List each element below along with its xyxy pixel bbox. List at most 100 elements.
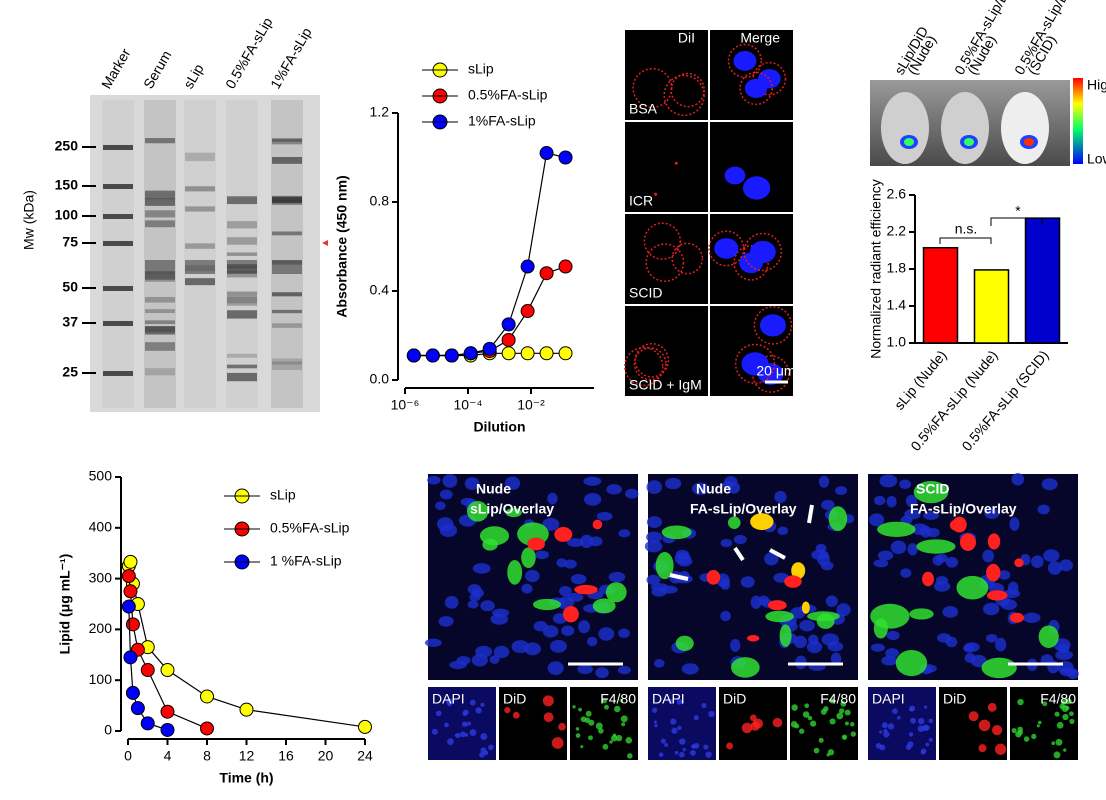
channel-dot [909,705,916,712]
channel-dot [1064,705,1070,711]
nucleus [742,176,771,200]
nucleus [596,511,613,521]
channel-dot [585,710,592,717]
channel-label: DAPI [652,691,685,707]
channel-dot [910,717,916,724]
liposome [746,634,760,642]
nucleus [799,619,815,632]
nucleus [595,667,609,679]
gel-band [185,152,215,162]
data-point [425,348,440,363]
channel-dot [908,732,914,737]
data-point [200,689,214,704]
macrophage [828,506,848,532]
channel-dot [435,710,442,717]
nucleus [561,625,575,637]
nucleus [870,643,885,652]
nucleus [821,499,835,511]
mw-label: 250 [55,138,79,154]
y-tick-label: 0.0 [370,371,390,387]
arrows [669,504,814,581]
nucleus [818,475,830,488]
bracket [990,217,1043,226]
nucleus [724,166,746,185]
channel-dot [838,708,845,714]
channel-dot [615,734,623,742]
nucleus [606,484,622,495]
channel-dot [469,699,476,706]
channel-dot [701,702,707,709]
confocal-row-label: SCID [629,285,662,301]
nucleus [1031,555,1044,568]
cell-speck [654,192,658,196]
legend-label: 0.5%FA-sLip [468,87,548,103]
liposome [527,537,545,551]
gel-lane [226,100,258,408]
nucleus [435,501,446,510]
nucleus [886,630,900,641]
nucleus [733,534,747,545]
legend-label: 1 %FA-sLip [270,553,342,569]
data-point [482,341,497,356]
gel-band [145,198,175,206]
gel-band [272,140,302,145]
nucleus [759,314,786,337]
cell-membrane [634,342,670,378]
cell-membrane [739,71,773,106]
channel-dot [475,707,482,714]
gel-band [272,157,302,164]
nucleus [489,655,500,664]
nucleus [733,51,757,71]
nucleus [830,652,842,666]
data-point [444,348,459,363]
channel-label: F4/80 [600,691,636,707]
nucleus [722,480,734,490]
channel-dot [829,698,835,704]
channel-dot [512,711,520,719]
y-axis-label: Absorbance (450 nm) [334,175,350,317]
lane-label: sLip [180,61,207,91]
liposome [574,584,598,595]
bar [973,269,1010,344]
signal-blob [904,138,914,146]
nucleus [1047,561,1062,575]
gel-lane [102,100,134,408]
annotation: n.s. [955,221,978,237]
nucleus [886,496,897,508]
y-tick-label: 200 [89,620,113,636]
nucleus [907,543,918,556]
channel-label: DiD [943,691,966,707]
channel-dot [466,721,472,726]
macrophage [482,538,498,551]
macrophage [981,657,1017,679]
gel-lane [144,100,176,408]
cell-membrane [632,67,673,109]
channel-dot [1031,733,1037,740]
gel-band [185,186,215,192]
gel-band [103,286,133,291]
data-point [463,346,478,361]
channel-dot [459,731,466,738]
gel-band [145,220,175,228]
gel-band [272,196,302,201]
channel-dot [991,724,1003,736]
nucleus [749,240,776,264]
nucleus [879,474,898,488]
channel-dot [920,748,927,754]
nucleus [899,479,912,489]
macrophage [877,521,916,537]
nucleus [493,645,510,659]
channel-dot [923,705,928,709]
channel-dot [604,704,609,710]
channel-dot [620,715,628,723]
channel-dot [690,749,696,756]
nucleus [646,531,663,543]
nucleus [674,552,691,565]
gel-band [272,361,302,370]
data-point [123,584,138,599]
mouse-body [1001,92,1049,164]
panel-subtitle: sLip/Overlay [470,501,554,517]
channel-dot [679,700,684,705]
nucleus [869,513,885,527]
nucleus [740,576,755,588]
